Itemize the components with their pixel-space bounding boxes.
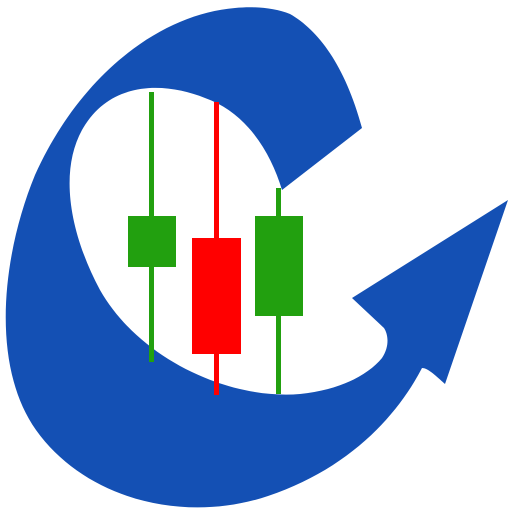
candle-body <box>192 238 241 354</box>
candlestick-bullish-left <box>128 92 176 362</box>
candle-body <box>255 216 303 316</box>
candlestick-bearish-middle <box>192 102 241 395</box>
candle-body <box>128 216 176 267</box>
blue-swoosh-arrow-shape <box>5 7 508 508</box>
candlestick-bullish-right <box>255 188 303 394</box>
